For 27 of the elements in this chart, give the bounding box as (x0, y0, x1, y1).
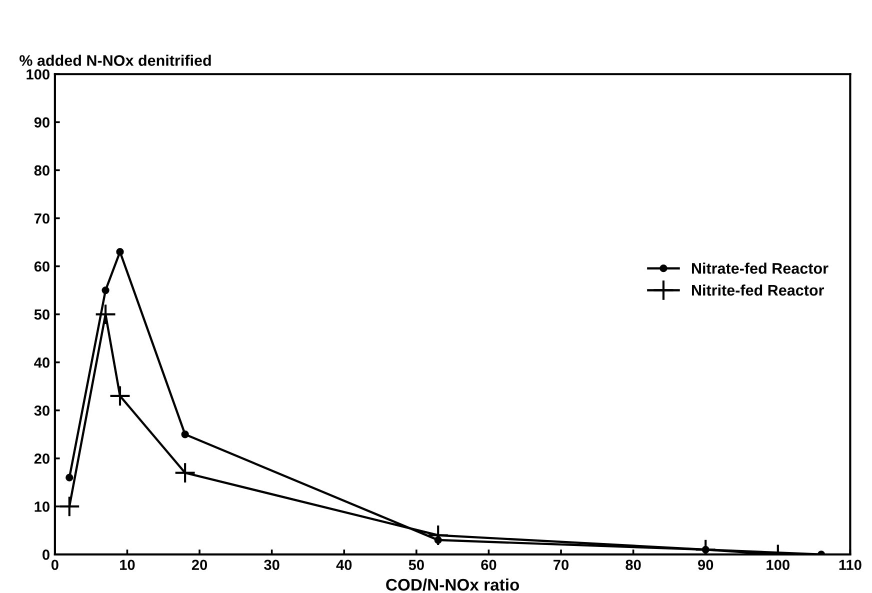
x-tick-label: 10 (120, 560, 135, 570)
x-tick-label: 80 (626, 560, 641, 570)
x-tick-label: 60 (481, 560, 496, 570)
y-tick-label: 30 (34, 405, 50, 416)
x-tick-label: 110 (839, 560, 862, 570)
x-axis-title: COD/N-NOx ratio (386, 578, 520, 591)
x-tick-label: 20 (192, 560, 208, 570)
legend-label: Nitrite-fed Reactor (692, 284, 824, 296)
y-tick-label: 100 (26, 69, 50, 80)
y-tick-label: 60 (34, 261, 50, 272)
y-tick-label: 20 (34, 453, 50, 464)
x-tick-label: 30 (264, 560, 280, 570)
legend-label: Nitrate-fed Reactor (692, 262, 828, 274)
y-tick-label: 50 (34, 309, 50, 320)
x-tick-label: 0 (51, 560, 58, 570)
x-tick-label: 50 (408, 560, 424, 570)
x-tick-label: 90 (698, 560, 714, 570)
y-tick-label: 80 (34, 165, 50, 176)
y-tick-label: 70 (34, 213, 50, 224)
x-tick-label: 100 (766, 560, 790, 570)
chart-title: % added N-NOx denitrified (20, 54, 211, 66)
y-tick-label: 40 (34, 357, 50, 368)
y-tick-label: 90 (34, 117, 50, 128)
x-tick-label: 40 (336, 560, 352, 570)
y-tick-label: 0 (42, 550, 50, 560)
y-tick-label: 10 (34, 502, 50, 512)
x-tick-label: 70 (554, 560, 569, 570)
